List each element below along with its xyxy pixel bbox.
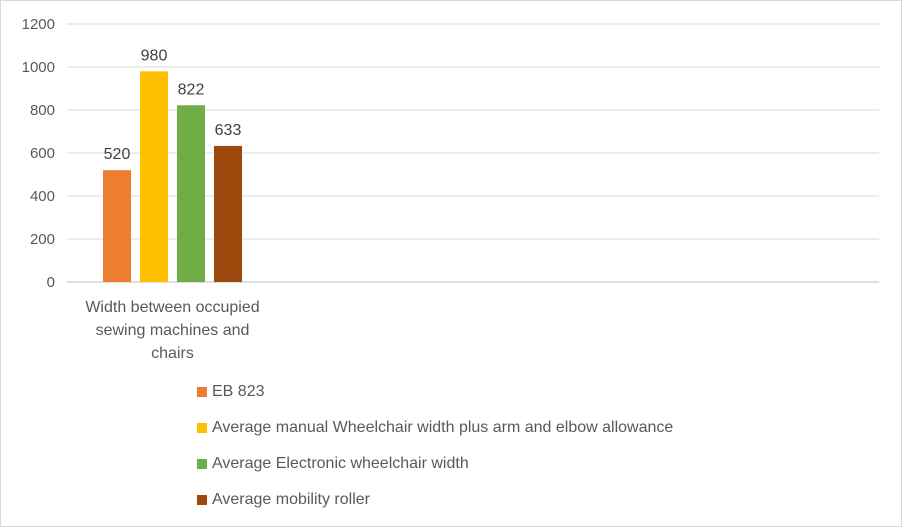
legend-item: EB 823 <box>197 381 673 403</box>
y-tick-label: 1200 <box>22 16 55 33</box>
legend-item: Average mobility roller <box>197 489 673 511</box>
y-tick-label: 600 <box>30 145 55 162</box>
legend-swatch <box>197 423 207 433</box>
bar <box>103 170 131 282</box>
bar <box>140 71 168 282</box>
y-tick-label: 0 <box>47 274 55 291</box>
x-category-label: chairs <box>151 345 194 362</box>
legend-label: Average manual Wheelchair width plus arm… <box>212 419 674 436</box>
y-tick-label: 800 <box>30 102 55 119</box>
data-label: 520 <box>104 146 131 163</box>
y-tick-label: 200 <box>30 231 55 248</box>
x-category-label: sewing machines and <box>96 322 250 339</box>
legend-label: Average Electronic wheelchair width <box>212 455 469 472</box>
legend-swatch <box>197 495 207 505</box>
bar <box>177 105 205 283</box>
y-tick-label: 400 <box>30 188 55 205</box>
y-tick-label: 1000 <box>22 59 55 76</box>
bar <box>214 145 242 282</box>
data-label: 633 <box>215 122 242 139</box>
chart-legend: EB 823 Average manual Wheelchair width pl… <box>197 381 673 525</box>
legend-item: Average manual Wheelchair width plus arm… <box>197 417 673 439</box>
legend-label: EB 823 <box>212 383 265 400</box>
legend-swatch <box>197 459 207 469</box>
legend-item: Average Electronic wheelchair width <box>197 453 673 475</box>
legend-label: Average mobility roller <box>212 491 370 508</box>
data-label: 980 <box>141 47 168 64</box>
data-label: 822 <box>178 81 205 98</box>
legend-swatch <box>197 387 207 397</box>
x-category-label: Width between occupied <box>85 299 259 316</box>
